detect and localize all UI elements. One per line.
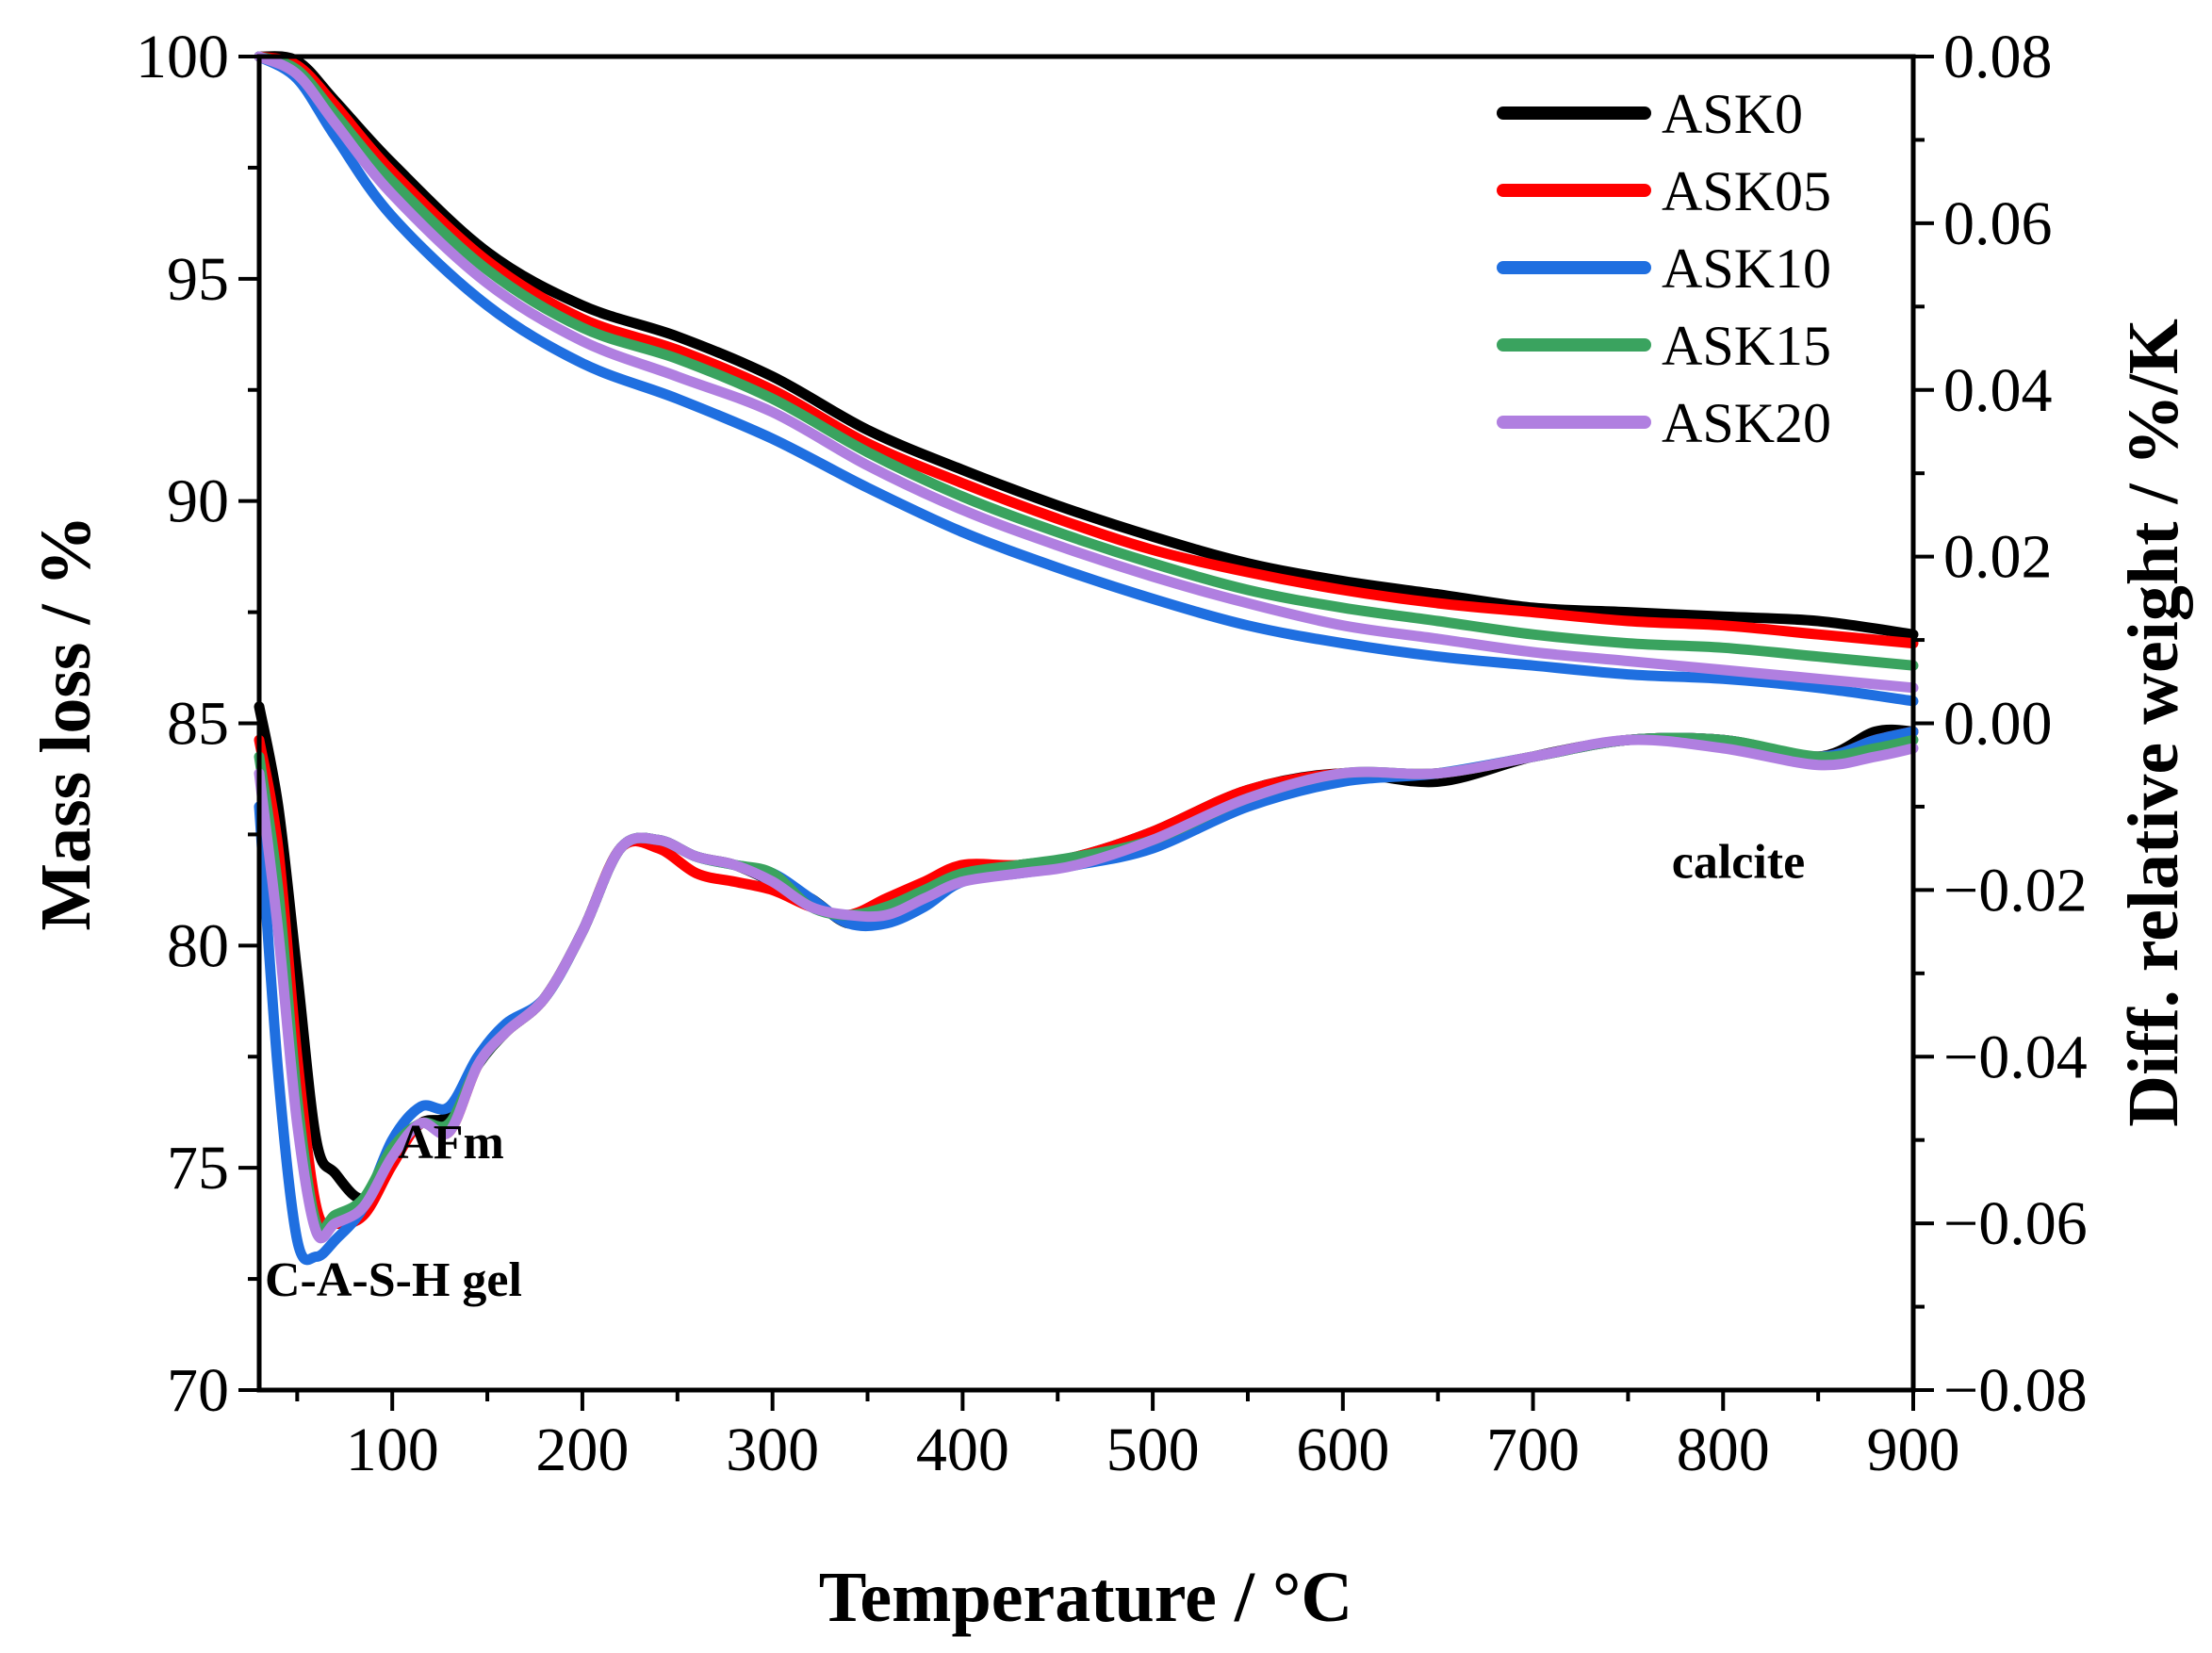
y-right-tick-label: 0.04 (1943, 356, 2053, 425)
y-right-tick-label: 0.06 (1943, 189, 2053, 258)
legend-label-ask10: ASK10 (1662, 237, 1831, 300)
x-tick-label: 500 (1106, 1416, 1200, 1484)
legend-label-ask0: ASK0 (1662, 83, 1803, 145)
legend-label-ask15: ASK15 (1662, 315, 1831, 377)
x-tick-label: 200 (535, 1416, 629, 1484)
y-left-tick-label: 85 (167, 690, 229, 759)
legend-label-ask20: ASK20 (1662, 392, 1831, 454)
x-tick-label: 400 (916, 1416, 1009, 1484)
y-axis-title-right: Diff. relative weight / %/K (2114, 319, 2193, 1127)
y-right-tick-label: −0.02 (1943, 856, 2088, 925)
tg-line-ask20 (254, 51, 1919, 694)
annotation-c-a-s-h-gel: C-A-S-H gel (265, 1253, 522, 1307)
x-axis-title: Temperature / °C (819, 1558, 1353, 1637)
y-left-tick-label: 95 (167, 245, 229, 314)
y-right-tick-label: −0.06 (1943, 1189, 2088, 1258)
y-right-tick-label: −0.04 (1943, 1023, 2088, 1091)
tg-line-ask05 (254, 51, 1919, 649)
series-lines (254, 51, 1919, 1266)
x-tick-label: 600 (1296, 1416, 1389, 1484)
annotation-afm: AFm (398, 1116, 504, 1170)
x-tick-label: 900 (1867, 1416, 1960, 1484)
x-tick-label: 700 (1486, 1416, 1580, 1484)
annotation-calcite: calcite (1672, 836, 1805, 890)
x-tick-label: 300 (726, 1416, 819, 1484)
y-left-tick-label: 80 (167, 911, 229, 980)
y-right-tick-label: −0.08 (1943, 1356, 2088, 1425)
y-right-tick-label: 0.02 (1943, 523, 2053, 592)
tg-line-ask10 (254, 51, 1919, 707)
y-left-tick-label: 70 (167, 1356, 229, 1425)
y-left-tick-label: 75 (167, 1134, 229, 1203)
x-tick-label: 800 (1677, 1416, 1770, 1484)
legend: ASK0 ASK05 ASK10 ASK15 ASK20 (1497, 83, 1831, 454)
y-right-tick-label: 0.00 (1943, 690, 2053, 759)
annotations: C-A-S-H gel AFm calcite (265, 836, 1805, 1307)
x-tick-label: 100 (346, 1416, 439, 1484)
axis-ticks (238, 55, 1934, 1411)
y-axis-title-left: Mass loss / % (26, 515, 106, 930)
y-left-tick-label: 100 (136, 23, 229, 91)
legend-label-ask05: ASK05 (1662, 160, 1831, 222)
y-right-tick-label: 0.08 (1943, 23, 2053, 91)
tg-line-ask0 (254, 51, 1919, 640)
tick-labels: 100 200 300 400 500 600 700 800 900 70 75 80 85 90 95 1… (136, 23, 2088, 1484)
tg-line-ask15 (254, 51, 1919, 671)
dtg-line-ask20 (254, 734, 1919, 1244)
y-left-tick-label: 90 (167, 467, 229, 536)
